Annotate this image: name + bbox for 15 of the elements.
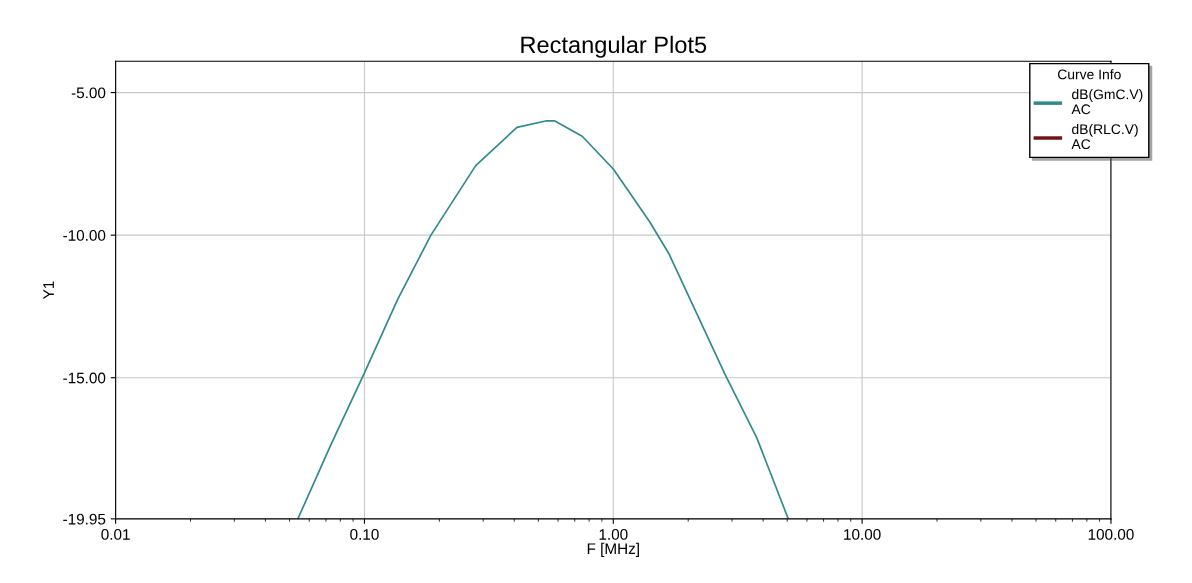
legend-label: dB(GmC.V) AC — [1071, 89, 1143, 115]
x-tick-label: 0.01 — [101, 529, 130, 540]
y-axis-title: Y1 — [43, 281, 54, 300]
x-tick-label: 1.00 — [599, 529, 628, 540]
y-tick-label: -15.00 — [63, 372, 106, 384]
legend-title: Curve Info — [1057, 69, 1121, 80]
x-tick-label: 100.00 — [1088, 529, 1134, 540]
y-tick-label: -10.00 — [63, 230, 106, 241]
x-tick-label: 0.10 — [350, 529, 379, 540]
x-tick-label: 10.00 — [844, 529, 881, 540]
x-axis-title: F [MHz] — [587, 542, 639, 558]
chart-title: Rectangular Plot5 — [521, 35, 707, 58]
y-tick-label: -19.95 — [63, 513, 106, 525]
y-tick-label: -5.00 — [71, 87, 106, 99]
legend-label: dB(RLC.V) AC — [1071, 123, 1138, 150]
